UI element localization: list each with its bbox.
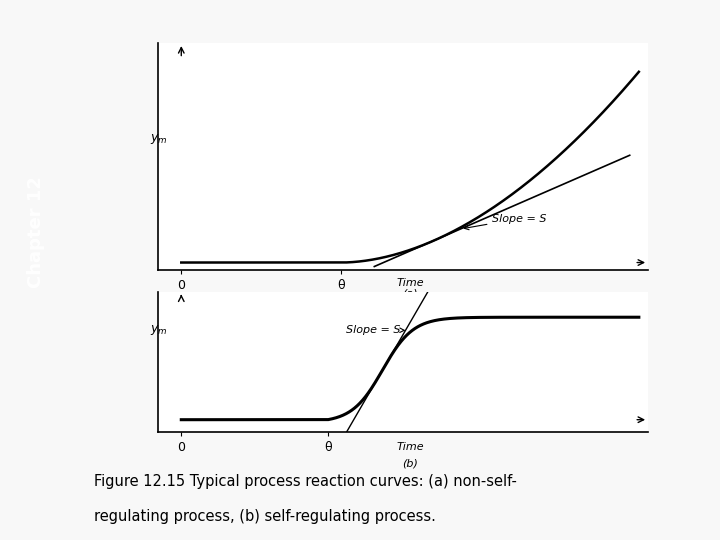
Text: $y_m$: $y_m$ — [150, 132, 168, 146]
Text: Time: Time — [396, 442, 424, 452]
Text: (a): (a) — [402, 288, 418, 299]
Text: $y_m$: $y_m$ — [150, 322, 168, 336]
Text: Figure 12.15 Typical process reaction curves: (a) non-self-: Figure 12.15 Typical process reaction cu… — [94, 474, 516, 489]
Text: Slope = S: Slope = S — [464, 214, 547, 230]
Text: Chapter 12: Chapter 12 — [27, 176, 45, 288]
Text: regulating process, (b) self-regulating process.: regulating process, (b) self-regulating … — [94, 509, 436, 524]
Text: Slope = S: Slope = S — [346, 325, 404, 334]
Text: Time: Time — [396, 279, 424, 288]
Text: (b): (b) — [402, 458, 418, 469]
